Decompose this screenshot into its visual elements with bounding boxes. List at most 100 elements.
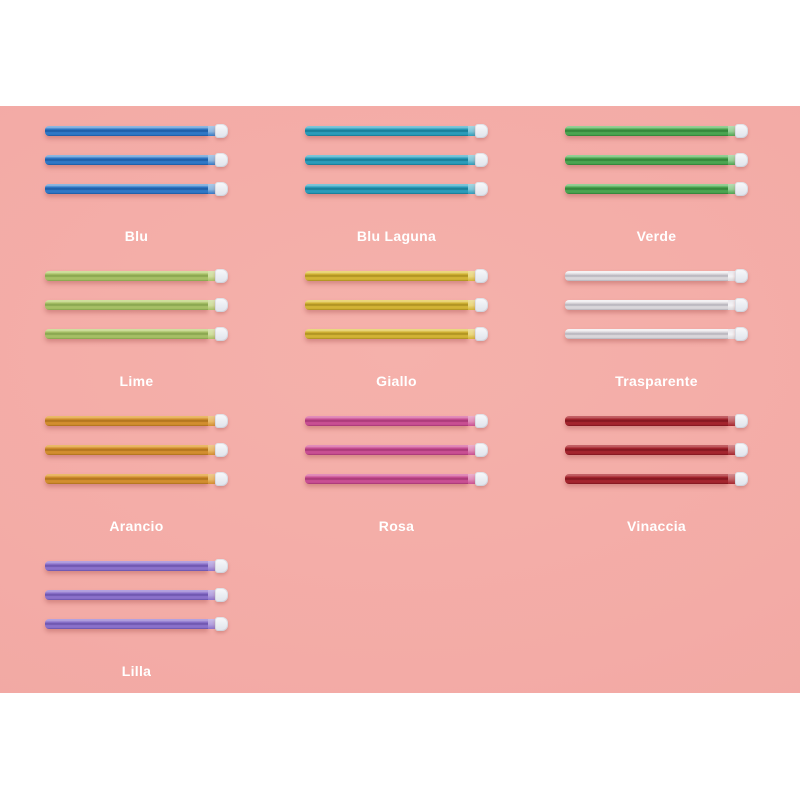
straw-white-tip-cap	[735, 182, 748, 196]
saliva-ejector-straw-photo	[45, 588, 228, 602]
straw-body	[45, 155, 208, 165]
straw-white-tip-cap	[475, 153, 488, 167]
saliva-ejector-straw-photo	[565, 472, 748, 486]
straw-collar	[468, 271, 476, 281]
product-tile: Trasparente	[520, 251, 780, 396]
straw-white-tip-cap	[215, 269, 228, 283]
straw-body	[45, 300, 208, 310]
straw-white-tip-cap	[215, 124, 228, 138]
saliva-ejector-straw-photo	[305, 298, 488, 312]
saliva-ejector-straw-photo	[305, 269, 488, 283]
straw-collar	[728, 300, 736, 310]
saliva-ejector-straw-photo	[305, 182, 488, 196]
straw-body	[565, 445, 728, 455]
straw-body	[565, 184, 728, 194]
saliva-ejector-straw-photo	[565, 443, 748, 457]
straw-white-tip-cap	[735, 327, 748, 341]
straw-collar	[208, 619, 216, 629]
straw-collar	[728, 445, 736, 455]
straw-white-tip-cap	[215, 443, 228, 457]
saliva-ejector-straw-photo	[45, 153, 228, 167]
straw-white-tip-cap	[475, 443, 488, 457]
straw-white-tip-cap	[735, 124, 748, 138]
straw-body	[45, 590, 208, 600]
variant-label: Lime	[119, 373, 154, 389]
straw-body	[305, 329, 468, 339]
straw-body	[305, 474, 468, 484]
straw-collar	[208, 590, 216, 600]
straw-white-tip-cap	[475, 327, 488, 341]
straw-white-tip-cap	[215, 414, 228, 428]
straw-white-tip-cap	[215, 298, 228, 312]
saliva-ejector-straw-photo	[45, 182, 228, 196]
straw-collar	[208, 416, 216, 426]
straw-stack	[520, 269, 780, 341]
straw-collar	[728, 155, 736, 165]
straw-white-tip-cap	[475, 298, 488, 312]
straw-stack	[260, 414, 520, 486]
straw-collar	[468, 474, 476, 484]
straw-collar	[208, 300, 216, 310]
straw-white-tip-cap	[215, 153, 228, 167]
straw-white-tip-cap	[475, 182, 488, 196]
saliva-ejector-straw-photo	[45, 124, 228, 138]
straw-body	[45, 271, 208, 281]
straw-collar	[208, 155, 216, 165]
straw-body	[45, 445, 208, 455]
saliva-ejector-straw-photo	[565, 269, 748, 283]
straw-body	[305, 300, 468, 310]
saliva-ejector-straw-photo	[45, 559, 228, 573]
straw-collar	[728, 271, 736, 281]
straw-stack	[0, 414, 260, 486]
straw-white-tip-cap	[735, 298, 748, 312]
straw-collar	[468, 300, 476, 310]
straw-white-tip-cap	[475, 414, 488, 428]
straw-white-tip-cap	[215, 182, 228, 196]
straw-collar	[208, 445, 216, 455]
straw-stack	[260, 269, 520, 341]
straw-white-tip-cap	[735, 269, 748, 283]
straw-body	[45, 416, 208, 426]
straw-collar	[208, 561, 216, 571]
straw-body	[305, 155, 468, 165]
straw-body	[45, 329, 208, 339]
product-tile: Lime	[0, 251, 260, 396]
saliva-ejector-straw-photo	[305, 443, 488, 457]
straw-collar	[728, 416, 736, 426]
straw-white-tip-cap	[215, 327, 228, 341]
straw-white-tip-cap	[735, 414, 748, 428]
product-tile: Blu	[0, 106, 260, 251]
saliva-ejector-straw-photo	[565, 298, 748, 312]
saliva-ejector-straw-photo	[45, 617, 228, 631]
straw-collar	[208, 184, 216, 194]
straw-stack	[520, 124, 780, 196]
straw-collar	[208, 474, 216, 484]
straw-collar	[468, 184, 476, 194]
product-tile: Giallo	[260, 251, 520, 396]
product-tile: Arancio	[0, 396, 260, 541]
straw-collar	[468, 155, 476, 165]
variant-label: Lilla	[121, 663, 152, 679]
saliva-ejector-straw-photo	[565, 327, 748, 341]
saliva-ejector-straw-photo	[305, 472, 488, 486]
straw-body	[45, 561, 208, 571]
straw-white-tip-cap	[735, 443, 748, 457]
variant-label: Blu	[124, 228, 149, 244]
straw-stack	[0, 269, 260, 341]
straw-body	[565, 126, 728, 136]
straw-body	[45, 619, 208, 629]
variant-label: Blu Laguna	[356, 228, 437, 244]
saliva-ejector-straw-photo	[45, 298, 228, 312]
straw-body	[565, 329, 728, 339]
product-tile: Verde	[520, 106, 780, 251]
straw-collar	[728, 126, 736, 136]
straw-collar	[728, 329, 736, 339]
straw-collar	[208, 271, 216, 281]
straw-stack	[0, 124, 260, 196]
straw-body	[45, 126, 208, 136]
saliva-ejector-straw-photo	[305, 124, 488, 138]
straw-collar	[468, 416, 476, 426]
saliva-ejector-straw-photo	[565, 124, 748, 138]
saliva-ejector-straw-photo	[305, 414, 488, 428]
saliva-ejector-straw-photo	[45, 443, 228, 457]
